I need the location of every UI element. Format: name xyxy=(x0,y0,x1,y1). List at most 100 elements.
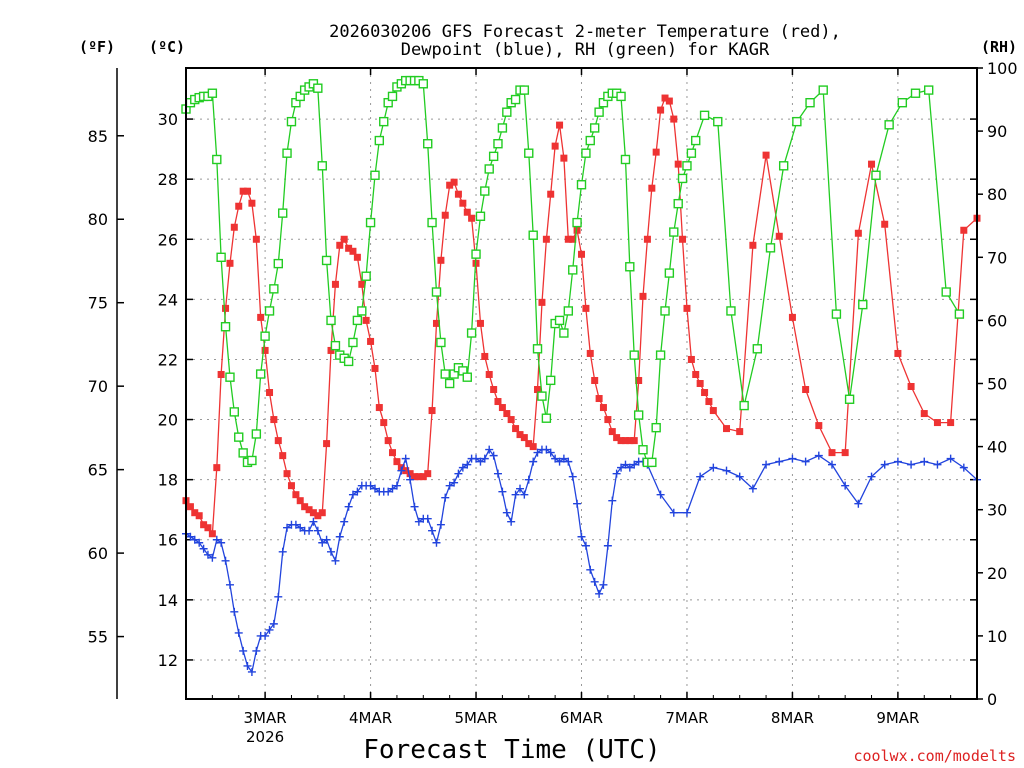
data-point xyxy=(818,85,828,95)
data-point xyxy=(502,508,511,517)
data-point xyxy=(673,198,683,209)
data-point xyxy=(274,592,283,601)
series-layer xyxy=(181,75,981,676)
data-point xyxy=(858,299,868,310)
data-point xyxy=(344,502,353,511)
celsius-unit-label: (ºC) xyxy=(149,38,185,56)
data-point xyxy=(387,91,398,102)
data-point xyxy=(286,116,297,127)
data-point xyxy=(516,484,525,493)
data-point xyxy=(212,154,222,165)
data-point xyxy=(581,541,590,550)
data-point xyxy=(305,506,313,514)
data-point xyxy=(441,493,450,502)
rh-tick-label: 90 xyxy=(987,122,1007,141)
data-point xyxy=(221,556,230,565)
data-point xyxy=(608,428,616,436)
data-point xyxy=(736,428,744,436)
fahrenheit-unit-label: (ºF) xyxy=(79,38,115,56)
data-point xyxy=(251,429,262,439)
data-point xyxy=(327,346,335,354)
data-point xyxy=(907,460,916,469)
data-point xyxy=(432,319,440,327)
data-point xyxy=(573,499,582,508)
data-point xyxy=(343,356,354,367)
data-point xyxy=(595,395,603,403)
data-point xyxy=(617,463,626,472)
data-point xyxy=(490,386,498,394)
data-point xyxy=(841,481,850,490)
data-point xyxy=(854,499,863,508)
data-point xyxy=(458,463,467,472)
data-point xyxy=(217,538,226,547)
celsius-tick-label: 18 xyxy=(158,471,178,490)
data-point xyxy=(709,463,718,472)
data-point xyxy=(765,243,776,253)
data-point xyxy=(485,370,493,378)
data-point xyxy=(374,135,385,146)
data-point xyxy=(371,364,379,372)
data-point xyxy=(788,454,797,463)
data-point xyxy=(494,398,502,406)
data-point xyxy=(559,328,569,338)
data-point xyxy=(723,425,731,433)
celsius-axis: 12 14 16 18 20 22 24 26 28 30 xyxy=(158,110,977,670)
data-point xyxy=(524,148,534,158)
data-point xyxy=(266,389,274,397)
data-point xyxy=(814,451,823,460)
fahrenheit-tick-label: 80 xyxy=(88,210,108,229)
data-point xyxy=(243,661,252,670)
data-point xyxy=(933,460,942,469)
data-point xyxy=(323,440,331,448)
data-point xyxy=(282,148,292,158)
data-point xyxy=(454,190,462,198)
data-point xyxy=(269,619,278,628)
data-point xyxy=(677,173,688,184)
data-point xyxy=(247,667,256,676)
data-point xyxy=(635,376,643,384)
data-point xyxy=(247,455,257,466)
data-point xyxy=(546,375,556,386)
data-point xyxy=(353,487,362,496)
data-point xyxy=(643,235,651,243)
data-point xyxy=(528,230,538,240)
data-point xyxy=(625,262,635,272)
data-point xyxy=(664,268,675,278)
data-point xyxy=(226,259,234,267)
celsius-tick-label: 12 xyxy=(158,651,178,670)
data-point xyxy=(868,160,876,168)
data-point xyxy=(423,514,432,523)
data-point xyxy=(384,437,392,445)
data-point xyxy=(419,473,427,481)
data-point xyxy=(827,460,836,469)
data-point xyxy=(279,452,287,460)
data-point xyxy=(608,496,617,505)
data-point xyxy=(586,349,594,357)
data-point xyxy=(296,497,304,505)
data-point xyxy=(367,337,375,345)
data-point xyxy=(459,199,467,207)
data-point xyxy=(362,316,370,324)
data-point xyxy=(265,625,274,634)
data-point xyxy=(481,352,489,360)
data-point xyxy=(512,425,520,433)
data-point xyxy=(437,256,445,264)
data-point xyxy=(488,151,499,162)
data-point xyxy=(270,416,278,424)
data-point xyxy=(468,214,476,222)
data-point xyxy=(318,538,327,547)
data-point xyxy=(230,223,238,231)
data-point xyxy=(345,244,353,252)
data-point xyxy=(920,457,929,466)
data-point xyxy=(854,229,862,237)
data-point xyxy=(616,91,626,102)
data-point xyxy=(489,451,498,460)
data-point xyxy=(463,460,472,469)
data-point xyxy=(802,386,810,394)
rh-tick-label: 20 xyxy=(987,564,1007,583)
data-point xyxy=(370,484,379,493)
data-point xyxy=(947,419,955,427)
data-point xyxy=(933,419,941,427)
data-point xyxy=(238,448,248,458)
data-point xyxy=(696,472,705,481)
